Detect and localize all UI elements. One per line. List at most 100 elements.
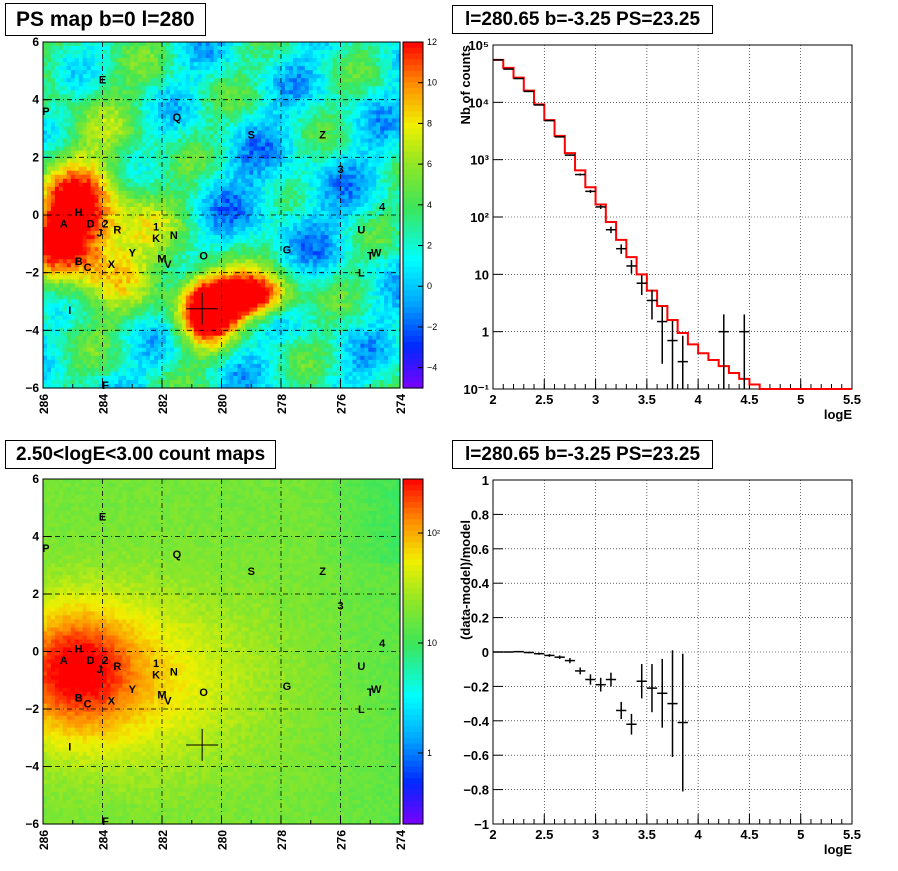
map-cell — [142, 134, 147, 140]
map-cell — [205, 50, 211, 55]
map-cell — [177, 251, 183, 256]
map-cell — [217, 58, 223, 63]
map-cell — [66, 219, 72, 224]
map-cell — [162, 42, 167, 47]
map-cell — [257, 186, 262, 192]
map-cell — [225, 78, 231, 83]
map-cell — [189, 130, 195, 136]
map-cell — [296, 126, 302, 132]
map-cell — [70, 78, 76, 83]
map-cell — [273, 106, 278, 111]
map-cell — [336, 223, 342, 228]
map-cell — [154, 78, 159, 83]
map-cell — [130, 114, 135, 120]
map-cell — [74, 223, 80, 228]
map-cell — [154, 130, 159, 136]
map-cell — [249, 78, 254, 83]
map-cell — [308, 94, 314, 99]
map-cell — [138, 146, 143, 152]
map-cell — [364, 170, 369, 176]
map-cell — [340, 138, 346, 144]
map-cell — [233, 239, 238, 244]
map-cell — [288, 146, 294, 152]
map-cell — [193, 94, 199, 99]
map-cell — [277, 106, 282, 111]
map-cell — [189, 227, 195, 232]
map-cell — [74, 235, 80, 240]
map-cell — [261, 58, 266, 63]
map-cell — [130, 74, 135, 79]
map-cell — [300, 82, 306, 87]
map-cell — [324, 243, 330, 248]
map-cell — [376, 251, 381, 256]
map-cell — [344, 90, 350, 95]
map-cell — [82, 255, 88, 260]
map-cell — [181, 146, 187, 152]
map-cell — [126, 122, 131, 128]
map-cell — [292, 46, 298, 51]
map-cell — [130, 170, 135, 176]
map-cell — [360, 114, 365, 120]
map-cell — [169, 251, 175, 256]
map-cell — [308, 54, 314, 59]
map-cell — [169, 62, 175, 67]
map-cell — [368, 223, 373, 228]
map-cell — [300, 219, 306, 224]
map-cell — [110, 170, 115, 176]
map-cell — [273, 166, 278, 172]
map-cell — [110, 106, 115, 111]
map-cell — [332, 174, 338, 180]
map-cell — [376, 146, 381, 152]
map-cell — [74, 134, 80, 140]
map-cell — [86, 146, 92, 152]
map-cell — [74, 194, 80, 200]
map-cell — [312, 122, 318, 128]
map-cell — [142, 46, 147, 51]
map-cell — [189, 186, 195, 192]
map-cell — [396, 202, 401, 208]
map-cell — [273, 62, 278, 67]
map-cell — [94, 198, 100, 204]
map-cell — [197, 126, 203, 132]
map-cell — [336, 46, 342, 51]
map-cell — [281, 74, 286, 79]
map-cell — [340, 50, 346, 55]
map-cell — [74, 182, 80, 188]
map-cell — [269, 231, 274, 236]
map-cell — [169, 154, 175, 160]
map-cell — [142, 58, 147, 63]
map-cell — [237, 126, 242, 132]
map-cell — [261, 178, 266, 184]
map-cell — [348, 86, 353, 91]
map-cell — [82, 182, 88, 188]
map-cell — [209, 70, 215, 75]
map-cell — [265, 215, 270, 220]
map-cell — [376, 134, 381, 140]
map-cell — [249, 146, 254, 152]
map-cell — [205, 130, 211, 136]
map-cell — [332, 98, 338, 103]
map-cell — [185, 134, 191, 140]
map-cell — [78, 78, 84, 83]
map-cell — [253, 46, 258, 51]
map-cell — [364, 114, 369, 120]
map-cell — [292, 182, 298, 188]
map-cell — [392, 251, 397, 256]
map-cell — [94, 46, 100, 51]
map-cell — [312, 170, 318, 176]
map-cell — [122, 58, 127, 63]
map-cell — [257, 247, 262, 252]
map-cell — [288, 138, 294, 144]
map-cell — [324, 110, 330, 116]
map-cell — [372, 231, 377, 236]
map-cell — [82, 86, 88, 91]
map-cell — [201, 70, 207, 75]
map-cell — [265, 102, 270, 107]
map-cell — [90, 114, 96, 120]
map-cell — [237, 50, 242, 55]
map-cell — [78, 58, 84, 63]
map-cell — [173, 114, 179, 120]
map-cell — [221, 202, 227, 208]
map-cell — [352, 154, 357, 160]
